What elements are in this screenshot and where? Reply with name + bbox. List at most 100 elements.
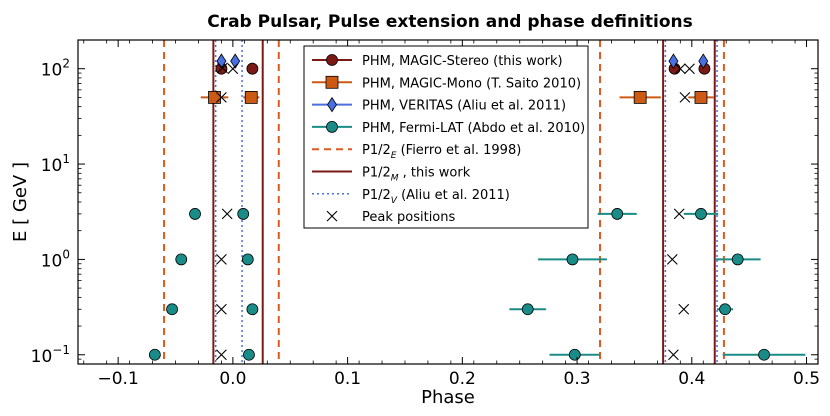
legend-entry-1: PHM, MAGIC-Mono (T. Saito 2010)	[312, 75, 581, 91]
series-4-point-1	[227, 63, 239, 75]
series-3-point-10	[521, 303, 534, 316]
plot-area	[148, 40, 806, 364]
legend-label-text: P1/2	[362, 166, 391, 181]
series-2	[216, 53, 709, 69]
y-tick-label-1: 100	[41, 247, 70, 271]
series-3-point-3	[695, 208, 707, 220]
legend-label-text: PHM, VERITAS (Aliu et al. 2011)	[362, 99, 566, 114]
data-points	[148, 53, 806, 361]
x-tick-label-5: 0.4	[678, 369, 705, 389]
legend-label-7: Peak positions	[362, 210, 455, 225]
series-3-point-8	[166, 303, 178, 316]
series-4-point-4	[216, 92, 227, 103]
series-3-point-14	[568, 348, 581, 361]
series-3-point-9	[246, 303, 259, 316]
series-3-point-15	[758, 348, 770, 361]
series-1-point-3	[694, 91, 708, 104]
legend-label-suffix: (Fierro et al. 1998)	[396, 143, 521, 158]
series-2-point-3	[698, 53, 709, 69]
legend-label-3: PHM, Fermi-LAT (Abdo et al. 2010)	[362, 121, 585, 136]
series-4-point-3	[684, 63, 695, 75]
x-tick-label-4: 0.3	[564, 369, 591, 389]
x-tick-label-6: 0.5	[793, 369, 820, 389]
series-3-point-2	[611, 208, 624, 220]
legend-label-2: PHM, VERITAS (Aliu et al. 2011)	[362, 99, 566, 114]
y-tick-label-0: 10−1	[31, 343, 70, 367]
legend-label-subscript: M	[391, 174, 399, 184]
legend-label-0: PHM, MAGIC-Stereo (this work)	[362, 54, 563, 69]
legend-label-subscript: V	[391, 196, 398, 206]
legend-entry-5: P1/2M , this work	[312, 166, 471, 184]
legend-marker-point-7	[326, 210, 338, 222]
chart-title: Crab Pulsar, Pulse extension and phase d…	[207, 12, 693, 32]
series-4-point-11	[678, 303, 690, 315]
legend-label-5: P1/2M , this work	[362, 166, 471, 184]
x-tick-label-0: −0.1	[98, 369, 139, 389]
legend-marker-point-1	[325, 75, 339, 89]
series-4-point-5	[679, 92, 691, 103]
y-tick-label-3: 102	[41, 57, 70, 81]
series-3-point-12	[148, 348, 161, 361]
series-1-point-0	[208, 91, 221, 104]
legend-label-text: PHM, MAGIC-Mono (T. Saito 2010)	[362, 76, 581, 91]
phase-lines	[163, 40, 725, 364]
legend-marker-point-0	[326, 54, 338, 66]
legend-entry-6: P1/2V (Aliu et al. 2011)	[312, 188, 510, 206]
legend-entry-7: Peak positions	[326, 210, 455, 225]
legend: PHM, MAGIC-Stereo (this work) PHM, MAGIC-…	[303, 45, 589, 229]
legend-marker-point-3	[326, 121, 338, 133]
legend-label-text: PHM, Fermi-LAT (Abdo et al. 2010)	[362, 121, 585, 136]
x-tick-label-2: 0.1	[334, 369, 361, 389]
legend-label-text: PHM, MAGIC-Stereo (this work)	[362, 54, 563, 69]
legend-label-text: Peak positions	[362, 210, 455, 225]
y-tick-exponent: 0	[62, 247, 70, 261]
y-tick-exponent: 2	[62, 57, 70, 71]
y-tick-base: 10	[41, 156, 63, 176]
series-0-point-1	[246, 62, 259, 75]
legend-label-suffix: (Aliu et al. 2011)	[397, 188, 510, 203]
series-4-point-7	[673, 208, 685, 220]
series-1-point-2	[633, 91, 647, 104]
series-4-point-13	[668, 349, 679, 361]
legend-box	[303, 45, 589, 229]
series-4	[216, 62, 695, 361]
series-4-point-12	[216, 349, 227, 361]
series-4-point-2	[674, 63, 686, 75]
series-4-point-6	[221, 208, 233, 220]
legend-marker-point-2	[327, 96, 337, 113]
legend-label-suffix: , this work	[399, 166, 471, 181]
y-axis-label: E [ GeV ]	[10, 162, 31, 242]
legend-entry-3: PHM, Fermi-LAT (Abdo et al. 2010)	[312, 121, 585, 136]
y-tick-base: 10	[31, 347, 53, 367]
series-3	[148, 208, 806, 361]
y-tick-base: 10	[41, 251, 63, 271]
x-tick-label-1: 0.0	[219, 369, 246, 389]
series-1	[200, 91, 714, 104]
legend-entry-4: P1/2E (Fierro et al. 1998)	[312, 143, 521, 161]
series-4-point-0	[217, 62, 228, 74]
legend-label-subscript: E	[391, 151, 397, 161]
series-1-point-1	[244, 91, 258, 104]
legend-entry-2: PHM, VERITAS (Aliu et al. 2011)	[312, 96, 566, 114]
legend-label-text: P1/2	[362, 188, 391, 203]
x-tick-label-3: 0.2	[449, 369, 476, 389]
legend-label-1: PHM, MAGIC-Mono (T. Saito 2010)	[362, 76, 581, 91]
series-4-point-9	[666, 254, 678, 265]
legend-label-6: P1/2V (Aliu et al. 2011)	[362, 188, 510, 206]
series-3-point-4	[175, 253, 188, 266]
series-4-point-8	[216, 254, 227, 265]
series-3-point-7	[731, 253, 744, 266]
series-3-point-1	[237, 208, 250, 220]
series-3-point-6	[566, 253, 579, 266]
y-tick-exponent: 1	[62, 152, 70, 166]
legend-entry-0: PHM, MAGIC-Stereo (this work)	[312, 54, 563, 69]
series-3-point-11	[719, 303, 731, 316]
legend-label-text: P1/2	[362, 143, 391, 158]
y-tick-exponent: −1	[52, 343, 70, 357]
y-tick-base: 10	[41, 61, 63, 81]
legend-label-4: P1/2E (Fierro et al. 1998)	[362, 143, 521, 161]
x-axis-label: Phase	[421, 387, 475, 408]
series-3-point-13	[243, 348, 255, 361]
